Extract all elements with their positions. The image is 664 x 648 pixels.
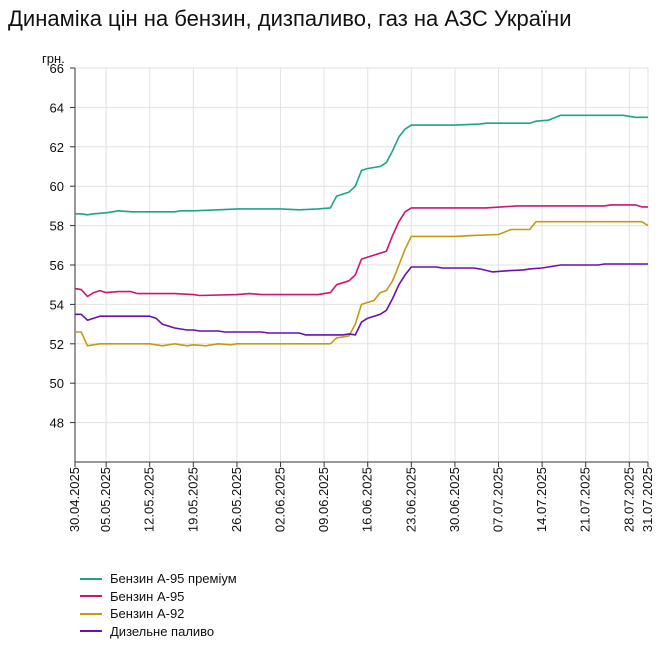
legend-item: Бензин А-95 bbox=[80, 588, 237, 606]
legend-label: Дизельне паливо bbox=[110, 623, 215, 639]
x-tick-label: 31.07.2025 bbox=[640, 467, 655, 532]
legend-item: Дизельне паливо bbox=[80, 623, 237, 641]
legend-label: Бензин А-95 преміум bbox=[110, 571, 237, 587]
x-tick-label: 05.05.2025 bbox=[98, 467, 113, 532]
x-tick-label: 09.06.2025 bbox=[316, 467, 331, 532]
legend-label: Бензин А-92 bbox=[110, 606, 185, 622]
legend-item: Бензин А-92 bbox=[80, 605, 237, 623]
x-tick-label: 19.05.2025 bbox=[185, 467, 200, 532]
y-tick-label: 58 bbox=[50, 219, 64, 234]
x-axis: 30.04.2025 05.05.2025 12.05.2025 19.05.2025… bbox=[67, 461, 655, 532]
y-tick-label: 64 bbox=[50, 100, 64, 115]
y-tick-label: 48 bbox=[50, 416, 64, 431]
x-tick-label: 30.04.2025 bbox=[67, 467, 82, 532]
x-tick-label: 02.06.2025 bbox=[273, 467, 288, 532]
y-tick-label: 56 bbox=[50, 258, 64, 273]
y-tick-label: 52 bbox=[50, 337, 64, 352]
y-axis-unit-label: грн. bbox=[42, 51, 65, 66]
page-title: Динаміка цін на бензин, дизпаливо, газ н… bbox=[8, 6, 572, 31]
x-tick-label: 21.07.2025 bbox=[578, 467, 593, 532]
y-tick-label: 60 bbox=[50, 179, 64, 194]
legend-swatch bbox=[80, 595, 102, 598]
x-tick-label: 30.06.2025 bbox=[447, 467, 462, 532]
x-tick-label: 12.05.2025 bbox=[142, 467, 157, 532]
series-line bbox=[74, 204, 648, 298]
y-tick-label: 62 bbox=[50, 140, 64, 155]
legend-swatch bbox=[80, 612, 102, 615]
legend-label: Бензин А-95 bbox=[110, 588, 185, 604]
legend-swatch bbox=[80, 577, 102, 580]
series-line bbox=[75, 220, 649, 347]
series-lines bbox=[74, 114, 649, 347]
y-tick-label: 54 bbox=[50, 297, 64, 312]
x-tick-label: 07.07.2025 bbox=[491, 467, 506, 532]
legend-item: Бензин А-95 преміум bbox=[80, 570, 237, 588]
y-axis: 48 50 52 54 56 58 60 62 64 66 bbox=[50, 61, 76, 462]
x-tick-label: 14.07.2025 bbox=[534, 467, 549, 532]
x-tick-label: 28.07.2025 bbox=[621, 467, 636, 532]
x-tick-label: 16.06.2025 bbox=[360, 467, 375, 532]
legend-swatch bbox=[80, 630, 102, 633]
legend: Бензин А-95 преміум Бензин А-95 Бензин А-9… bbox=[80, 570, 237, 640]
y-tick-label: 50 bbox=[50, 376, 64, 391]
x-tick-label: 26.05.2025 bbox=[229, 467, 244, 532]
x-tick-label: 23.06.2025 bbox=[403, 467, 418, 532]
series-line bbox=[75, 114, 648, 216]
y-tick-label: 66 bbox=[50, 61, 64, 76]
series-line bbox=[75, 263, 648, 336]
